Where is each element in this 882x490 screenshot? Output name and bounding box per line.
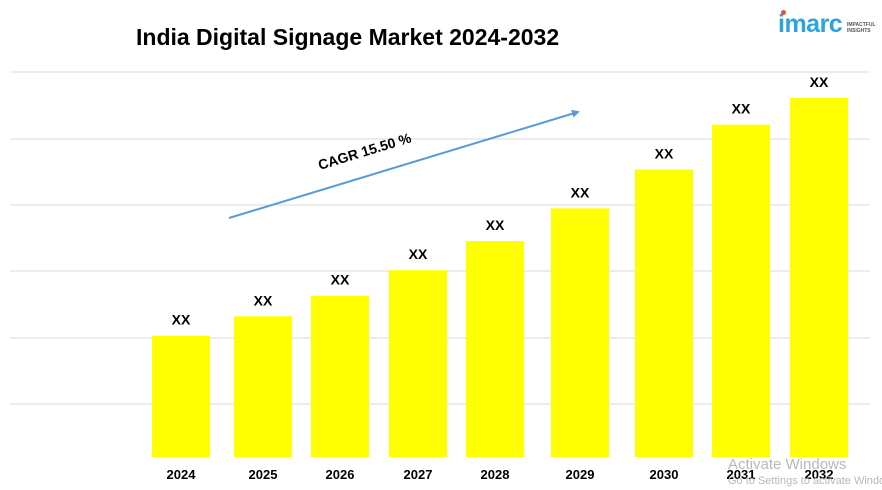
data-label-2025: XX <box>254 292 273 308</box>
data-label-2027: XX <box>409 246 428 262</box>
bar-2029 <box>551 208 609 457</box>
x-tick-label-2025: 2025 <box>249 467 278 482</box>
x-tick-label-2026: 2026 <box>326 467 355 482</box>
watermark-line-1: Activate Windows <box>728 456 847 473</box>
data-label-2026: XX <box>331 272 350 288</box>
bar-2032 <box>790 98 848 457</box>
logo-dot-icon <box>781 10 786 15</box>
bar-2024 <box>152 335 210 457</box>
x-tick-label-2029: 2029 <box>566 467 595 482</box>
logo-wordmark: imarc <box>778 10 843 38</box>
bar-2031 <box>712 124 770 457</box>
bar-2028 <box>466 241 524 457</box>
data-label-2031: XX <box>732 101 751 117</box>
imarc-logo: imarc IMPACTFUL INSIGHTS <box>778 8 878 42</box>
x-tick-label-2024: 2024 <box>167 467 197 482</box>
data-label-2028: XX <box>486 217 505 233</box>
data-label-2030: XX <box>655 146 674 162</box>
cagr-annotation: CAGR 15.50 % <box>228 109 580 219</box>
x-tick-label-2030: 2030 <box>650 467 679 482</box>
data-label-2032: XX <box>810 74 829 90</box>
bar-2025 <box>234 316 292 457</box>
bar-2026 <box>311 295 369 457</box>
cagr-arrow <box>228 109 580 219</box>
chart-title: India Digital Signage Market 2024-2032 <box>136 24 560 50</box>
data-label-2029: XX <box>571 184 590 200</box>
x-tick-label-2028: 2028 <box>481 467 510 482</box>
watermark-line-2: Go to Settings to activate Windows. <box>728 475 882 487</box>
logo-tagline-line-1: IMPACTFUL <box>847 22 876 28</box>
x-tick-label-2032: 2032 <box>805 467 834 482</box>
x-axis-labels: 2024 2025 2026 2027 2028 2029 2030 2031 2032 <box>167 467 834 482</box>
bar-2027 <box>389 270 447 457</box>
logo-tagline: IMPACTFUL INSIGHTS <box>847 22 881 34</box>
bar-data-labels: XX XX XX XX XX XX XX XX XX <box>172 74 829 328</box>
x-tick-label-2031: 2031 <box>727 467 756 482</box>
data-label-2024: XX <box>172 312 191 328</box>
activate-windows-watermark: Activate Windows Go to Settings to activ… <box>728 456 882 490</box>
bar-2030 <box>635 169 693 457</box>
logo-tagline-line-2: INSIGHTS <box>847 28 871 34</box>
bars <box>152 98 848 457</box>
x-tick-label-2027: 2027 <box>404 467 433 482</box>
